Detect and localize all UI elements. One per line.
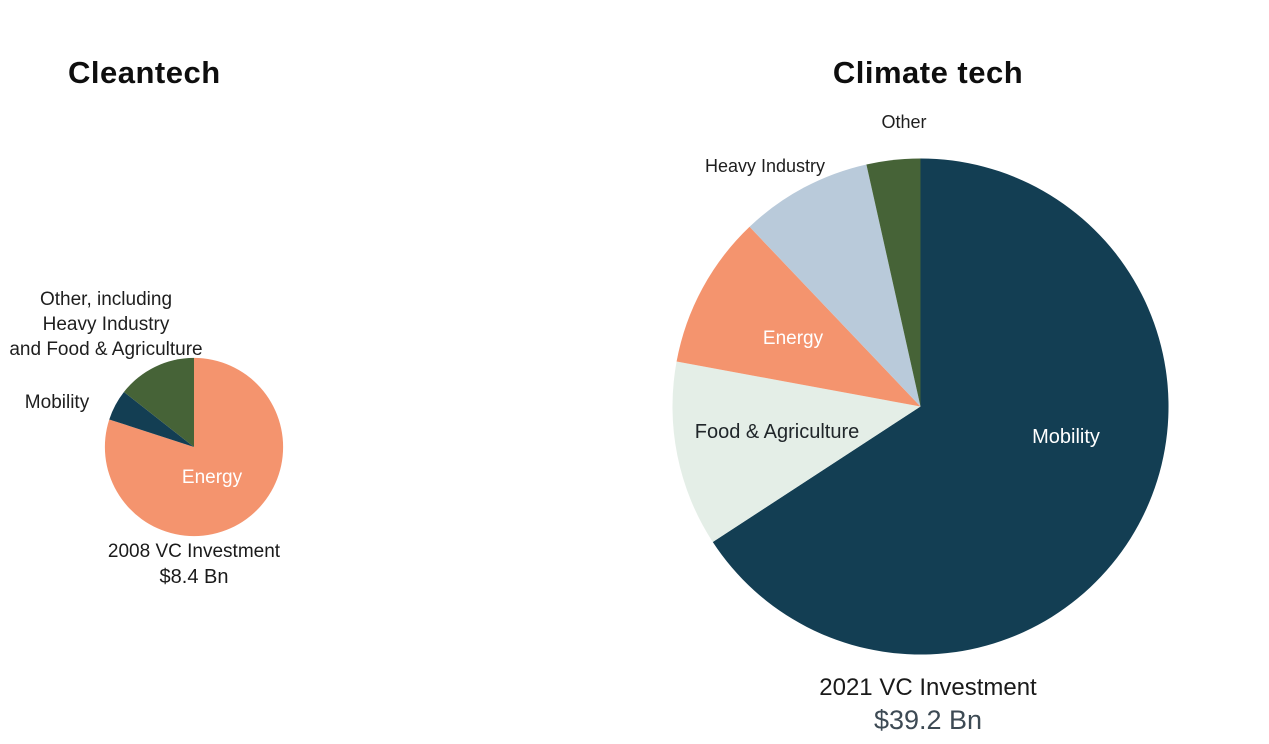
pie-slice-climate-tech-energy: [676, 226, 921, 407]
pie-slice-climate-tech-mobility: [712, 158, 1169, 655]
cleantech-total-amount: $8.4 Bn: [159, 566, 229, 588]
cleantech-title: Cleantech: [68, 54, 221, 90]
climatetech-label-food-agriculture: Food & Agriculture: [694, 421, 860, 443]
cleantech-caption: 2008 VC Investment: [107, 541, 281, 562]
pie-slice-cleantech-mobility: [109, 391, 194, 447]
climatetech-pie-chart: [670, 156, 1171, 657]
climatetech-label-other: Other: [881, 112, 927, 132]
climatetech-title: Climate tech: [832, 54, 1024, 90]
climatetech-label-energy: Energy: [762, 328, 824, 349]
climatetech-pie-svg: [672, 158, 1169, 655]
climatetech-label-mobility: Mobility: [1032, 426, 1100, 448]
cleantech-pie-chart: [104, 357, 284, 537]
pie-slice-climate-tech-food-agriculture: [672, 361, 921, 543]
pie-slice-cleantech-energy: [104, 357, 284, 537]
pie-slice-climate-tech-heavy-industry: [749, 164, 921, 407]
cleantech-label-mobility: Mobility: [24, 392, 90, 413]
cleantech-label-other: Other, including Heavy Industry and Food…: [9, 289, 203, 360]
pie-slice-cleantech-other-including: [123, 357, 194, 447]
cleantech-pie-svg: [104, 357, 284, 537]
cleantech-label-energy: Energy: [181, 467, 243, 488]
climatetech-total-amount: $39.2 Bn: [873, 705, 983, 735]
pie-slice-climate-tech-other: [866, 158, 921, 407]
climatetech-label-heavy-industry: Heavy Industry: [704, 156, 826, 176]
climatetech-caption: 2021 VC Investment: [819, 674, 1037, 701]
